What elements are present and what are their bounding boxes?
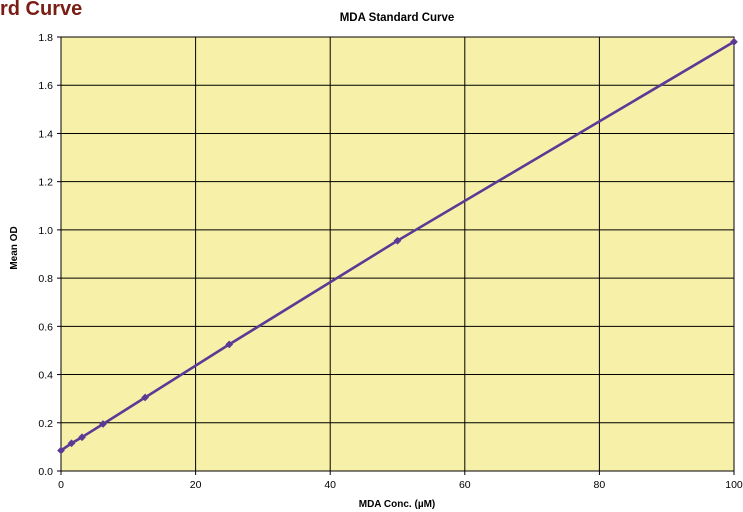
x-tick-label: 100 [725,479,743,491]
page-heading-fragment: rd Curve [0,0,83,20]
y-tick-label: 1.0 [38,225,53,237]
y-tick-label: 0.6 [38,321,53,333]
chart-title: MDA Standard Curve [340,12,455,24]
y-tick-label: 0.8 [38,273,53,285]
y-tick-label: 1.8 [38,32,53,44]
x-tick-label: 20 [190,479,202,491]
plot-border [60,36,735,472]
y-axis-label: Mean OD [9,226,20,269]
data-point [99,420,108,428]
y-tick-label: 1.4 [38,128,53,140]
y-tick-label: 1.6 [38,80,53,92]
data-point [393,236,402,245]
y-tick-label: 0.4 [38,370,53,382]
x-tick-label: 60 [459,479,471,491]
x-tick-label: 0 [58,479,64,491]
data-point [730,37,738,46]
data-point [78,433,86,442]
x-axis-ticks: 0 20 40 60 80 100 [58,471,743,491]
x-tick-label: 80 [594,479,606,491]
data-point [225,340,234,349]
y-axis-ticks: 0.0 0.2 0.4 0.6 0.8 1.0 1.2 1.4 1.6 1.8 [38,32,61,478]
x-tick-label: 40 [324,479,336,491]
y-tick-label: 1.2 [38,177,53,189]
data-point [67,439,76,448]
x-axis-label: MDA Conc. (µM) [359,499,436,510]
y-tick-label: 0.0 [38,466,53,478]
data-point [141,393,150,402]
data-point [57,446,65,455]
y-tick-label: 0.2 [38,418,53,430]
series-group [57,37,738,455]
